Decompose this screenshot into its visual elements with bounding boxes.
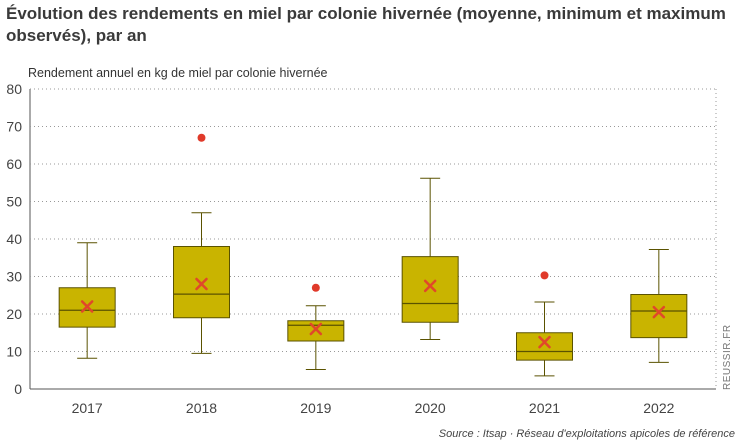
y-tick-label: 70 [6, 119, 22, 135]
mean-marker [538, 335, 551, 349]
box [173, 246, 230, 319]
x-tick-label: 2017 [72, 400, 103, 416]
x-tick-label: 2019 [300, 400, 331, 416]
source-note: Source : Itsap · Réseau d'exploitations … [438, 428, 735, 440]
y-tick-label: 80 [6, 81, 22, 97]
y-tick-label: 0 [14, 381, 22, 397]
x-tick-label: 2020 [415, 400, 446, 416]
mean-marker [652, 305, 666, 319]
mean-marker [80, 300, 94, 313]
outlier-point [197, 133, 206, 142]
x-tick-label: 2022 [643, 400, 674, 416]
box [287, 320, 345, 342]
chart-title: Évolution des rendements en miel par col… [6, 4, 726, 45]
box [630, 294, 688, 339]
box [516, 332, 573, 361]
watermark: REUSSIR.FR [722, 324, 733, 390]
mean-marker [195, 277, 208, 291]
y-tick-label: 10 [6, 344, 22, 360]
mean-marker [309, 322, 323, 336]
box-series [58, 133, 688, 377]
mean-marker [423, 279, 437, 293]
x-tick-label: 2018 [186, 400, 217, 416]
y-axis-label: Rendement annuel en kg de miel par colon… [28, 66, 328, 80]
box [401, 256, 459, 323]
gridlines [29, 88, 717, 390]
y-axis-ticks: 0 10 20 30 40 50 60 70 80 [6, 81, 22, 397]
x-tick-label: 2021 [529, 400, 560, 416]
y-tick-label: 40 [6, 231, 22, 247]
x-axis-ticks: 2017 2018 2019 2020 2021 2022 [72, 400, 675, 416]
outlier-point [540, 271, 549, 280]
y-tick-label: 50 [6, 194, 22, 210]
outlier-point [311, 283, 320, 292]
y-tick-label: 20 [6, 306, 22, 322]
y-tick-label: 30 [6, 269, 22, 285]
y-tick-label: 60 [6, 156, 22, 172]
